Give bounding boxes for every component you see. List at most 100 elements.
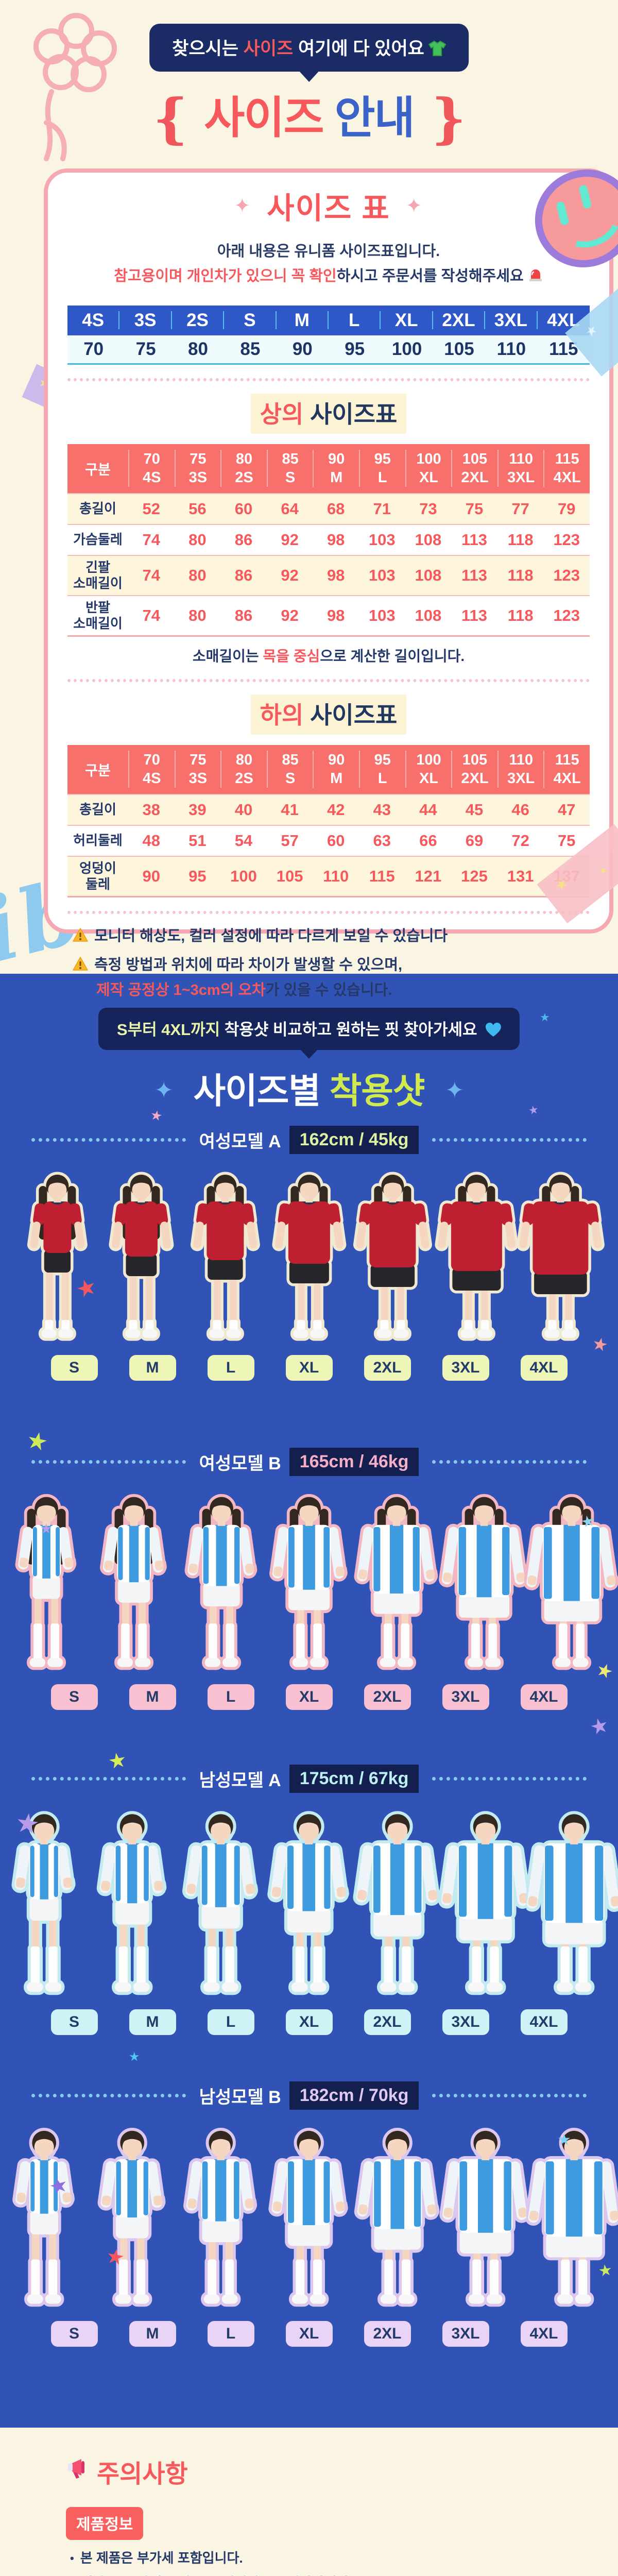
size-column-header: 115 4XL bbox=[543, 750, 590, 788]
table-row: 반팔 소매길이 74 80 86 92 98 103 108 113 118 123 bbox=[67, 595, 590, 635]
page-title: {사이즈 안내} bbox=[0, 81, 618, 150]
model-photo bbox=[524, 1489, 618, 1672]
dotted-line bbox=[31, 2094, 186, 2097]
measure-value-cell: 60 bbox=[327, 831, 345, 850]
model-stats-badge: 182cm / 70kg bbox=[289, 2081, 419, 2110]
measure-value-cell: 110 bbox=[323, 867, 349, 885]
size-warnings: 모니터 해상도, 컬러 설정에 따라 다르게 보일 수 있습니다 측정 방법과 위… bbox=[67, 925, 590, 1002]
measure-value-cell: 79 bbox=[557, 499, 576, 518]
star-doodle: ★ bbox=[597, 2261, 614, 2280]
measure-value-cell: 108 bbox=[415, 566, 442, 584]
cautions-title: 주의사항 bbox=[66, 2453, 618, 2489]
sparkle-icon: ✦ bbox=[234, 195, 252, 217]
measure-value-cell: 66 bbox=[419, 831, 437, 850]
size-column-header: 80 2S bbox=[220, 750, 267, 788]
table-header-row: 구분 70 4S 75 3S 80 2S 85 S 90 M 95 L 100 XL 105 2XL 110 3XL… bbox=[67, 744, 590, 794]
measure-value-cell: 41 bbox=[281, 800, 299, 819]
measure-value-cell: 118 bbox=[507, 566, 534, 584]
measure-value-cell: 46 bbox=[511, 800, 529, 819]
diamond-icon: ✦ bbox=[154, 1078, 174, 1103]
measure-value-cell: 57 bbox=[281, 831, 299, 850]
model-photo bbox=[87, 1489, 181, 1672]
size-info-card: ✦ 사이즈 표 ✦ 아래 내용은 유니폼 사이즈표입니다. 참고용이며 개인차가 있… bbox=[44, 168, 613, 998]
corner-cell: 구분 bbox=[85, 462, 111, 478]
model-photo bbox=[261, 1806, 356, 1997]
measure-value-cell: 44 bbox=[419, 800, 437, 819]
size-pill: 4XL bbox=[520, 2321, 568, 2347]
star-doodle: ★ bbox=[106, 1748, 129, 1774]
warning-line: 측정 방법과 위치에 따라 차이가 발생할 수 있으며, bbox=[73, 954, 590, 978]
measure-value-cell: 108 bbox=[415, 530, 442, 549]
bottom-size-table: 구분 70 4S 75 3S 80 2S 85 S 90 M 95 L 100 XL 105 2XL 110 3XL… bbox=[67, 744, 590, 897]
size-pill: L bbox=[207, 2009, 254, 2035]
caution-item: •대량 또는 단체 구매시, 고객센터로 문의바랍니다. bbox=[68, 2573, 614, 2576]
size-column-header: 90 M bbox=[313, 449, 359, 487]
measure-value-cell: 74 bbox=[142, 530, 161, 549]
row-label: 허리둘레 bbox=[73, 833, 123, 849]
intro-line2: 참고용이며 개인차가 있으니 꼭 확인하시고 주문서를 작성해주세요 bbox=[67, 264, 590, 291]
size-pills-row: S M L XL 2XL 3XL 4XL bbox=[0, 2321, 618, 2347]
basic-size-table-values: 70 75 80 85 90 95 100 105 110 115 bbox=[67, 335, 590, 363]
measure-value-cell: 98 bbox=[327, 530, 345, 549]
measure-value-cell: 73 bbox=[419, 499, 437, 518]
model-photo bbox=[180, 1167, 271, 1343]
tshirt-icon bbox=[428, 40, 447, 61]
size-header-cell: S bbox=[224, 311, 277, 330]
measure-value-cell: 69 bbox=[465, 831, 484, 850]
measure-value-cell: 95 bbox=[188, 867, 207, 885]
model-photo bbox=[173, 1806, 268, 1997]
measure-value-cell: 75 bbox=[465, 499, 484, 518]
basic-size-table-header: 4S 3S 2S S M L XL 2XL 3XL 4XL bbox=[67, 305, 590, 335]
size-pill: M bbox=[129, 2321, 176, 2347]
measure-value-cell: 80 bbox=[188, 606, 207, 624]
size-value-cell: 70 bbox=[83, 338, 104, 359]
size-pill: 3XL bbox=[442, 2321, 489, 2347]
size-pill: M bbox=[129, 1355, 176, 1381]
brace-right: } bbox=[431, 87, 466, 150]
table-header-row: 구분 70 4S 75 3S 80 2S 85 S 90 M 95 L 100 XL 105 2XL 110 3XL… bbox=[67, 444, 590, 493]
size-pill: 4XL bbox=[520, 1355, 568, 1381]
model-stats-badge: 165cm / 46kg bbox=[289, 1448, 419, 1476]
model-name: 여성모델 A bbox=[199, 1132, 281, 1151]
dotted-divider bbox=[67, 679, 590, 682]
star-doodle: ★ bbox=[149, 1107, 164, 1124]
measure-value-cell: 123 bbox=[553, 530, 580, 549]
top-bubble-text: 찾으시는 사이즈 여기에 다 있어요 bbox=[172, 39, 424, 59]
bottom-size-table-title: 하의 사이즈표 bbox=[67, 694, 590, 735]
table-row: 엉덩이 둘레9095100105110115121125131137 bbox=[67, 855, 590, 896]
measure-value-cell: 56 bbox=[188, 499, 207, 518]
measure-value-cell: 121 bbox=[415, 867, 442, 885]
model-photo bbox=[526, 2123, 618, 2309]
table-row: 총길이 52 56 60 64 68 71 73 75 77 79 bbox=[67, 493, 590, 524]
measure-value-cell: 125 bbox=[461, 867, 488, 885]
measure-value-cell: 118 bbox=[507, 606, 534, 624]
dotted-divider bbox=[67, 910, 590, 914]
measure-value-cell: 47 bbox=[557, 800, 576, 819]
measure-value-cell: 98 bbox=[327, 566, 345, 584]
model-photo bbox=[96, 1167, 187, 1343]
model-photo bbox=[437, 1489, 531, 1672]
page-title-text: 사이즈 안내 bbox=[204, 93, 415, 143]
model-photo bbox=[12, 1167, 103, 1343]
size-column-header: 70 4S bbox=[128, 750, 175, 788]
size-pill: 3XL bbox=[442, 1684, 489, 1710]
size-value-cell: 80 bbox=[188, 338, 208, 359]
size-pills-row: S M L XL 2XL 3XL 4XL bbox=[0, 1355, 618, 1381]
row-label: 반팔 소매길이 bbox=[73, 599, 123, 631]
size-table-intro: 아래 내용은 유니폼 사이즈표입니다. 참고용이며 개인차가 있으니 꼭 확인하… bbox=[67, 240, 590, 291]
size-pill: S bbox=[50, 1355, 98, 1381]
model-stats-badge: 175cm / 67kg bbox=[289, 1765, 419, 1793]
measure-value-cell: 74 bbox=[142, 566, 161, 584]
size-column-header: 95 L bbox=[358, 449, 405, 487]
table-row: 가슴둘레 74 80 86 92 98 103 108 113 118 123 bbox=[67, 523, 590, 555]
size-value-cell: 75 bbox=[135, 338, 156, 359]
measure-value-cell: 63 bbox=[373, 831, 391, 850]
size-pills-row: S M L XL 2XL 3XL 4XL bbox=[0, 1684, 618, 1710]
size-column-header: 110 3XL bbox=[497, 750, 544, 788]
size-pill: 4XL bbox=[520, 2009, 568, 2035]
table-row: 긴팔 소매길이 74 80 86 92 98 103 108 113 118 123 bbox=[67, 554, 590, 595]
dotted-divider bbox=[67, 378, 590, 381]
size-header-cell: 3S bbox=[119, 311, 172, 330]
row-label: 긴팔 소매길이 bbox=[73, 559, 123, 591]
dotted-line bbox=[31, 1460, 186, 1464]
